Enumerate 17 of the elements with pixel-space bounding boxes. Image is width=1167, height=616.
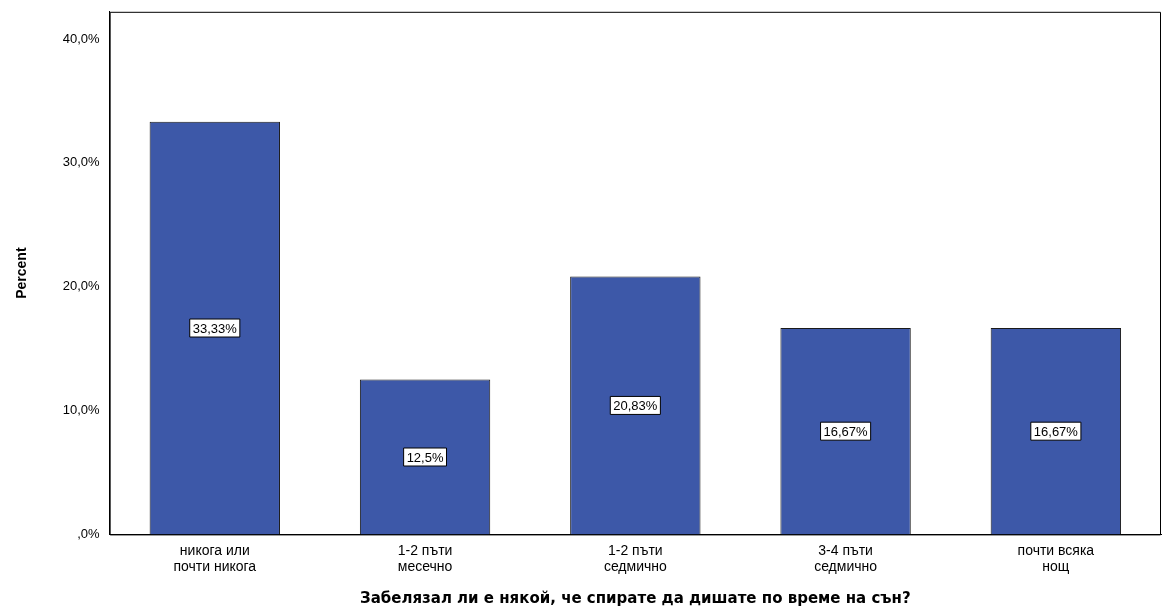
x-tick-label: 1-2 пъти седмично	[603, 541, 667, 575]
y-tick-label: 30,0%	[62, 154, 101, 170]
y-tick-label: 10,0%	[62, 402, 101, 418]
y-tick-label: 40,0%	[62, 30, 101, 46]
data-label: 33,33%	[192, 320, 238, 336]
y-axis-title: Percent	[13, 247, 30, 299]
y-tick-label: 20,0%	[62, 278, 101, 294]
y-tick-label: ,0%	[77, 525, 101, 541]
x-tick-label: почти всяка нощ	[1017, 541, 1095, 575]
x-tick-label: 3-4 пъти седмично	[814, 541, 878, 575]
data-label: 20,83%	[613, 398, 658, 413]
x-tick-label: никога или почти никога	[173, 541, 257, 575]
x-tick-label: 1-2 пъти месечно	[397, 541, 453, 575]
x-axis-title: Забелязал ли е някой, че спирате да дишате по време на сън?	[360, 588, 911, 607]
data-label: 12,5%	[406, 449, 444, 465]
data-label: 16,67%	[823, 423, 869, 439]
data-label: 16,67%	[1033, 423, 1079, 439]
